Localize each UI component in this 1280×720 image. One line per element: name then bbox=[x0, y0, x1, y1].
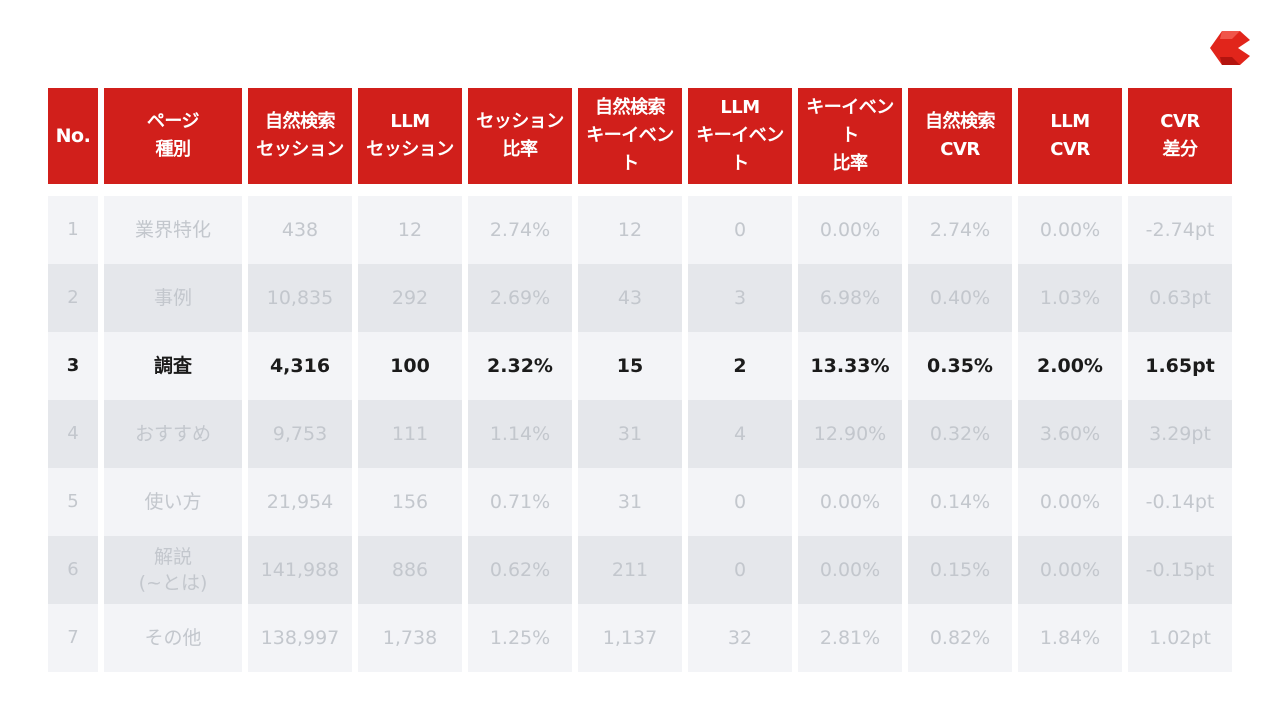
table-cell-r1-c1: 業界特化 bbox=[104, 196, 242, 264]
table-cell-r4-c6: 4 bbox=[688, 400, 792, 468]
table-cell-r6-c10: -0.15pt bbox=[1128, 536, 1232, 604]
table-cell-r5-c0: 5 bbox=[48, 468, 98, 536]
table-cell-r1-c4: 2.74% bbox=[468, 196, 572, 264]
table-cell-r1-c5: 12 bbox=[578, 196, 682, 264]
table-cell-r1-c7: 0.00% bbox=[798, 196, 902, 264]
table-cell-r2-c3: 292 bbox=[358, 264, 462, 332]
column-header-9: LLM CVR bbox=[1018, 88, 1122, 184]
table-cell-r3-c5: 15 bbox=[578, 332, 682, 400]
table-cell-r4-c2: 9,753 bbox=[248, 400, 352, 468]
table-cell-r5-c1: 使い方 bbox=[104, 468, 242, 536]
table-cell-r2-c2: 10,835 bbox=[248, 264, 352, 332]
table-cell-r4-c7: 12.90% bbox=[798, 400, 902, 468]
column-header-7: キーイベント 比率 bbox=[798, 88, 902, 184]
table-cell-r3-c4: 2.32% bbox=[468, 332, 572, 400]
brand-logo-icon bbox=[1210, 31, 1254, 65]
table-cell-r6-c4: 0.62% bbox=[468, 536, 572, 604]
table-cell-r7-c5: 1,137 bbox=[578, 604, 682, 672]
table-cell-r2-c8: 0.40% bbox=[908, 264, 1012, 332]
table-cell-r1-c10: -2.74pt bbox=[1128, 196, 1232, 264]
column-header-1: ページ 種別 bbox=[104, 88, 242, 184]
table-cell-r2-c4: 2.69% bbox=[468, 264, 572, 332]
table-cell-r4-c5: 31 bbox=[578, 400, 682, 468]
table-cell-r4-c4: 1.14% bbox=[468, 400, 572, 468]
table-cell-r6-c7: 0.00% bbox=[798, 536, 902, 604]
table-cell-r2-c6: 3 bbox=[688, 264, 792, 332]
table-cell-r3-c2: 4,316 bbox=[248, 332, 352, 400]
column-header-10: CVR 差分 bbox=[1128, 88, 1232, 184]
table-cell-r5-c9: 0.00% bbox=[1018, 468, 1122, 536]
table-cell-r1-c9: 0.00% bbox=[1018, 196, 1122, 264]
column-header-6: LLM キーイベント bbox=[688, 88, 792, 184]
table-cell-r5-c5: 31 bbox=[578, 468, 682, 536]
table-cell-r2-c1: 事例 bbox=[104, 264, 242, 332]
table-cell-r5-c7: 0.00% bbox=[798, 468, 902, 536]
table-cell-r4-c1: おすすめ bbox=[104, 400, 242, 468]
table-cell-r7-c6: 32 bbox=[688, 604, 792, 672]
table-cell-r5-c6: 0 bbox=[688, 468, 792, 536]
column-header-5: 自然検索 キーイベント bbox=[578, 88, 682, 184]
column-header-3: LLM セッション bbox=[358, 88, 462, 184]
table-cell-r7-c2: 138,997 bbox=[248, 604, 352, 672]
column-header-8: 自然検索 CVR bbox=[908, 88, 1012, 184]
comparison-table: No. ページ 種別 自然検索 セッション LLM セッション セッション 比率 自然検索… bbox=[48, 88, 1232, 672]
table-cell-r6-c6: 0 bbox=[688, 536, 792, 604]
table-cell-r6-c2: 141,988 bbox=[248, 536, 352, 604]
table-cell-r7-c0: 7 bbox=[48, 604, 98, 672]
table-cell-r7-c4: 1.25% bbox=[468, 604, 572, 672]
table-cell-r7-c1: その他 bbox=[104, 604, 242, 672]
table-cell-r7-c7: 2.81% bbox=[798, 604, 902, 672]
table-cell-r7-c10: 1.02pt bbox=[1128, 604, 1232, 672]
table-cell-r3-c3: 100 bbox=[358, 332, 462, 400]
table-cell-r2-c7: 6.98% bbox=[798, 264, 902, 332]
table-cell-r2-c9: 1.03% bbox=[1018, 264, 1122, 332]
table-cell-r1-c3: 12 bbox=[358, 196, 462, 264]
table-cell-r6-c5: 211 bbox=[578, 536, 682, 604]
table-cell-r6-c0: 6 bbox=[48, 536, 98, 604]
table-cell-r3-c7: 13.33% bbox=[798, 332, 902, 400]
table-cell-r3-c1: 調査 bbox=[104, 332, 242, 400]
table-cell-r5-c4: 0.71% bbox=[468, 468, 572, 536]
table-cell-r3-c9: 2.00% bbox=[1018, 332, 1122, 400]
table-cell-r1-c2: 438 bbox=[248, 196, 352, 264]
table-cell-r6-c1: 解説 (~とは) bbox=[104, 536, 242, 604]
table-cell-r6-c9: 0.00% bbox=[1018, 536, 1122, 604]
table-cell-r4-c0: 4 bbox=[48, 400, 98, 468]
table-cell-r4-c9: 3.60% bbox=[1018, 400, 1122, 468]
column-header-2: 自然検索 セッション bbox=[248, 88, 352, 184]
table-cell-r5-c2: 21,954 bbox=[248, 468, 352, 536]
table-cell-r4-c10: 3.29pt bbox=[1128, 400, 1232, 468]
column-header-0: No. bbox=[48, 88, 98, 184]
table-cell-r3-c10: 1.65pt bbox=[1128, 332, 1232, 400]
table-cell-r2-c5: 43 bbox=[578, 264, 682, 332]
table-cell-r4-c8: 0.32% bbox=[908, 400, 1012, 468]
table-cell-r2-c0: 2 bbox=[48, 264, 98, 332]
table-cell-r1-c6: 0 bbox=[688, 196, 792, 264]
table-cell-r1-c8: 2.74% bbox=[908, 196, 1012, 264]
table-cell-r5-c3: 156 bbox=[358, 468, 462, 536]
table-cell-r7-c8: 0.82% bbox=[908, 604, 1012, 672]
table-cell-r1-c0: 1 bbox=[48, 196, 98, 264]
table-cell-r2-c10: 0.63pt bbox=[1128, 264, 1232, 332]
table-cell-r7-c9: 1.84% bbox=[1018, 604, 1122, 672]
table-cell-r6-c3: 886 bbox=[358, 536, 462, 604]
table-cell-r7-c3: 1,738 bbox=[358, 604, 462, 672]
table-cell-r5-c10: -0.14pt bbox=[1128, 468, 1232, 536]
table-cell-r5-c8: 0.14% bbox=[908, 468, 1012, 536]
table-cell-r3-c0: 3 bbox=[48, 332, 98, 400]
table-cell-r3-c8: 0.35% bbox=[908, 332, 1012, 400]
table-cell-r6-c8: 0.15% bbox=[908, 536, 1012, 604]
table-cell-r4-c3: 111 bbox=[358, 400, 462, 468]
table-cell-r3-c6: 2 bbox=[688, 332, 792, 400]
column-header-4: セッション 比率 bbox=[468, 88, 572, 184]
